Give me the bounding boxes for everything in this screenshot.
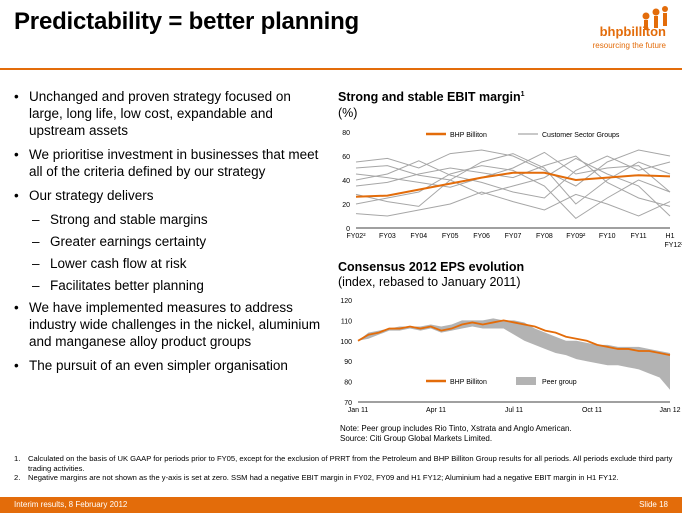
bhp-logo <box>564 4 674 60</box>
chart1-series-line-peer <box>355 155 671 207</box>
chart1-series-line-peer <box>355 191 671 217</box>
chart2-source: Source: Citi Group Global Markets Limite… <box>340 434 493 443</box>
chart2-ytick-label: 120 <box>340 298 352 305</box>
chart2-note: Note: Peer group includes Rio Tinto, Xst… <box>340 424 572 433</box>
bullet-list: Unchanged and proven strategy focused on… <box>12 88 322 381</box>
chart1-series-line-peer <box>355 165 671 220</box>
chart2-xtick-label: Jan 12 <box>659 407 680 414</box>
chart1-series-line-peer <box>355 155 671 199</box>
chart1-xtick-label: FY05 <box>442 233 459 240</box>
logo-tagline: resourcing the future <box>592 41 666 50</box>
footnote-1-text: Calculated on the basis of UK GAAP for p… <box>28 454 673 473</box>
chart1-series-line-peer <box>355 157 671 217</box>
footnote-2-num: 2. <box>14 473 21 482</box>
chart1-ytick-label: 80 <box>342 130 350 137</box>
footnote-1: 1. Calculated on the basis of UK GAAP fo… <box>14 454 674 473</box>
footer-bar: Interim results, 8 February 2012 Slide 1… <box>0 497 682 513</box>
chart1-xtick-label: FY02² <box>346 233 366 240</box>
chart1-ytick-label: 60 <box>342 154 350 161</box>
slide-number: Slide 18 <box>639 500 668 509</box>
chart2-eps-evolution: 70 80 90 100 110 120 Jan 11 Apr 11 Jul 11 Oct 11 J… <box>340 298 680 414</box>
chart1-ebit-margin: 0 20 40 60 80 FY02² FY03 FY04 FY05 FY06 FY07 FY08 FY… <box>342 130 682 249</box>
chart1-xtick-label: FY03 <box>379 233 396 240</box>
title-rule <box>0 68 682 70</box>
bullet-item: Unchanged and proven strategy focused on… <box>12 88 322 139</box>
chart2-ytick-label: 100 <box>340 339 352 346</box>
chart1-xtick-label: H1 <box>666 233 675 240</box>
page-title: Predictability = better planning <box>14 8 359 35</box>
chart1-ytick-label: 20 <box>342 202 350 209</box>
chart2-ytick-label: 110 <box>341 318 352 325</box>
footnote-1-num: 1. <box>14 454 21 463</box>
chart2-peer-band <box>358 318 670 390</box>
chart1-xtick-label: FY04 <box>410 233 427 240</box>
chart2-ytick-label: 70 <box>344 400 352 407</box>
bullet-item: Our strategy delivers <box>12 187 322 204</box>
chart1-xtick-label: FY07 <box>505 233 522 240</box>
chart2-subtitle: (index, rebased to January 2011) <box>338 275 521 289</box>
bullet-item: The pursuit of an even simpler organisat… <box>12 357 322 374</box>
chart2-xtick-label: Apr 11 <box>426 407 446 414</box>
chart2-note-block: Note: Peer group includes Rio Tinto, Xst… <box>340 424 572 444</box>
chart1-title-sup: 1 <box>520 90 525 98</box>
chart1-ytick-label: 40 <box>342 178 350 185</box>
chart1-series-line-peer <box>355 153 671 207</box>
chart2-legend-swatch-peers <box>516 377 536 385</box>
chart1-title: Strong and stable EBIT margin1 <box>338 90 525 104</box>
bullet-item: We prioritise investment in businesses t… <box>12 146 322 180</box>
chart2-xtick-label: Jul 11 <box>505 407 523 414</box>
chart1-series-line-peer <box>355 151 671 193</box>
chart2-legend-label-bhp: BHP Billiton <box>450 379 487 386</box>
sub-bullet-item: Lower cash flow at risk <box>12 255 322 272</box>
chart1-ytick-label: 0 <box>346 226 350 233</box>
logo-mark-icon <box>642 6 668 30</box>
chart2-ytick-label: 80 <box>344 380 352 387</box>
chart1-xtick-label: FY12² <box>664 242 682 249</box>
chart2-ytick-label: 90 <box>344 359 352 366</box>
chart2-xtick-label: Jan 11 <box>348 407 369 414</box>
chart1-xtick-label: FY11 <box>630 233 646 240</box>
bullet-item: We have implemented measures to address … <box>12 299 322 350</box>
chart1-xtick-label: FY10 <box>599 233 616 240</box>
chart1-xtick-label: FY09² <box>566 233 586 240</box>
sub-bullet-item: Strong and stable margins <box>12 211 322 228</box>
footer-date: Interim results, 8 February 2012 <box>14 500 128 509</box>
logo-text: bhpbilliton <box>599 24 666 39</box>
chart1-series-line-bhp <box>355 171 671 198</box>
chart1-subtitle: (%) <box>338 106 358 120</box>
chart2-xtick-label: Oct 11 <box>582 407 602 414</box>
chart2-series-line-bhp <box>357 319 671 356</box>
footnotes: 1. Calculated on the basis of UK GAAP fo… <box>14 454 674 483</box>
sub-bullet-item: Greater earnings certainty <box>12 233 322 250</box>
chart2-title: Consensus 2012 EPS evolution <box>338 260 525 274</box>
chart2-legend-label-peers: Peer group <box>542 379 577 386</box>
footnote-2-text: Negative margins are not shown as the y-… <box>28 473 619 482</box>
sub-bullet-item: Facilitates better planning <box>12 277 322 294</box>
chart1-legend-label-peers: Customer Sector Groups <box>542 132 620 139</box>
chart1-xtick-label: FY08 <box>536 233 553 240</box>
chart1-title-text: Strong and stable EBIT margin <box>338 90 521 104</box>
chart1-xtick-label: FY06 <box>473 233 490 240</box>
footnote-2: 2. Negative margins are not shown as the… <box>14 473 674 483</box>
chart1-legend-label-bhp: BHP Billiton <box>450 132 487 139</box>
